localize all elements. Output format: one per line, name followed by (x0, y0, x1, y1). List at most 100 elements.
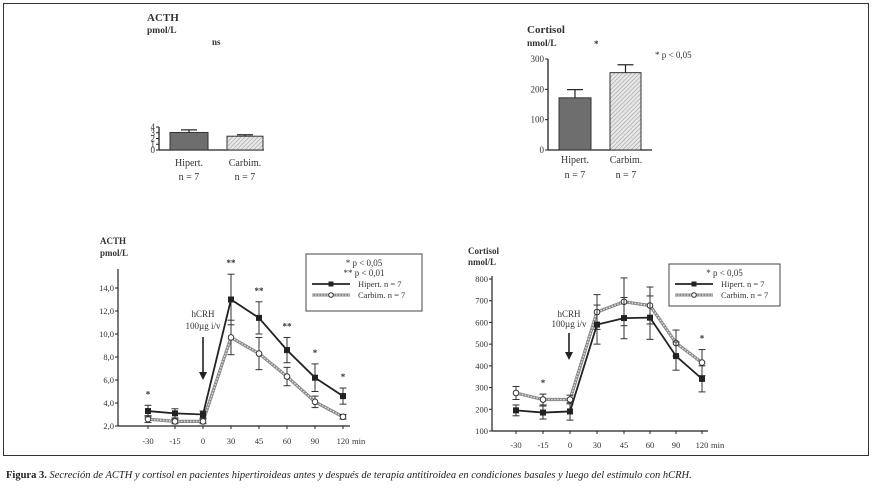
x-tick-label: 45 (620, 440, 629, 450)
x-tick-label: -30 (142, 436, 153, 446)
y-tick-label: 500 (475, 339, 488, 349)
bar-carbim (226, 135, 264, 151)
series-line-hipert (147, 298, 344, 416)
p-value-annotation: * p < 0,05 (655, 50, 692, 60)
x-tick-label: 30 (593, 440, 602, 450)
category-n-label: n = 7 (616, 170, 637, 181)
y-tick-label: 100 (531, 115, 545, 125)
y-axis-unit: nmol/L (527, 39, 557, 49)
y-tick-label: 300 (531, 54, 545, 64)
y-tick-label: 200 (475, 404, 488, 414)
x-tick-label: 0 (201, 436, 205, 446)
significance-star: * (313, 348, 318, 358)
y-tick-label: 3 (151, 128, 156, 138)
series-line-carbim (515, 300, 703, 402)
data-point-hipert (256, 314, 262, 321)
arrow-down-icon (565, 352, 573, 360)
significance-star: ** (255, 286, 265, 296)
x-tick-label: -15 (537, 440, 548, 450)
data-point-carbim (283, 373, 291, 380)
category-label: Hipert. (175, 158, 203, 169)
bar-hipert (558, 97, 592, 151)
y-axis-unit: nmol/L (468, 257, 496, 267)
acth-line-chart: ACTH pmol/L 2,0 4,0 6,0 8,0 10,0 12,0 14,0 -30 -15… (99, 236, 423, 446)
y-tick-label: 1 (151, 139, 156, 149)
legend-box (668, 263, 781, 307)
significance-label: ns (212, 37, 221, 47)
y-tick-label: 300 (475, 383, 488, 393)
cortisol-line-chart: Cortisolnmol/L100200300400500600700800-3… (468, 246, 781, 450)
category-n-label: n = 7 (565, 170, 586, 181)
x-tick-label: 60 (283, 436, 292, 446)
data-point-hipert (340, 393, 346, 400)
category-n-label: n = 7 (235, 172, 256, 183)
data-point-carbim (311, 398, 319, 406)
data-point-hipert (145, 408, 151, 415)
legend-p-value: * p < 0,05 (706, 268, 743, 278)
figure-caption: Figura 3. Secreción de ACTH y cortisol e… (6, 470, 692, 481)
x-tick-label: 120 (696, 440, 709, 450)
data-point-carbim (171, 418, 179, 425)
data-point-carbim (227, 334, 235, 341)
category-label: Hipert. (561, 155, 589, 166)
category-label: Carbim. (610, 155, 643, 166)
x-tick-label: -15 (169, 436, 180, 446)
legend-label-carbim: Carbim. n = 7 (721, 290, 768, 300)
legend-marker-carbim (691, 292, 697, 298)
data-point-hipert (284, 347, 290, 354)
bar-carbim (609, 72, 642, 151)
bar-hipert (169, 131, 209, 151)
legend-label-carbim: Carbim. n = 7 (358, 290, 405, 300)
x-tick-label: 120 (337, 436, 350, 446)
x-tick-label: -30 (510, 440, 521, 450)
hcrh-dose-label: 100µg i/v (186, 321, 221, 331)
significance-star: ** (283, 321, 293, 331)
chart-title: Cortisol (468, 246, 499, 256)
data-point-hipert (540, 409, 546, 416)
data-point-hipert (594, 321, 600, 328)
caption-label: Figura 3. (6, 470, 47, 481)
x-tick-label: 30 (227, 436, 236, 446)
y-tick-label: 400 (475, 361, 488, 371)
significance-star: * (541, 378, 546, 388)
data-point-carbim (698, 359, 706, 366)
legend-box (305, 253, 423, 312)
cortisol-bar-chart: Cortisol nmol/L * * p < 0,05 0 100 200 300 Hiper… (527, 24, 692, 181)
y-axis-unit: pmol/L (147, 26, 177, 36)
y-tick-label: 4,0 (103, 398, 114, 408)
data-point-carbim (199, 418, 207, 425)
x-tick-label: 90 (672, 440, 681, 450)
data-point-hipert (172, 410, 178, 417)
significance-star: * (146, 389, 151, 399)
data-point-hipert (621, 315, 627, 322)
data-point-hipert (567, 408, 573, 415)
data-point-hipert (200, 411, 206, 418)
y-tick-label: 100 (475, 426, 488, 436)
hcrh-label: hCRH (557, 309, 581, 319)
data-point-hipert (228, 296, 234, 303)
legend-p-value: ** p < 0,01 (343, 268, 384, 278)
y-tick-label: 2,0 (103, 421, 114, 431)
legend-label-hipert: Hipert. n = 7 (721, 279, 765, 289)
category-label: Carbim. (229, 158, 262, 169)
y-tick-label: 10,0 (99, 329, 114, 339)
y-tick-label: 700 (475, 296, 488, 306)
data-point-hipert (513, 407, 519, 414)
category-n-label: n = 7 (179, 172, 200, 183)
data-point-carbim (512, 389, 520, 397)
y-tick-label: 200 (531, 84, 545, 94)
y-tick-label: 0 (151, 145, 156, 155)
arrow-down-icon (199, 372, 207, 380)
y-tick-label: 0 (540, 145, 545, 155)
hcrh-dose-label: 100µg i/v (552, 319, 587, 329)
data-point-carbim (566, 396, 574, 403)
legend-marker-hipert (328, 281, 334, 287)
x-axis-label: min (352, 436, 366, 446)
significance-star: * (700, 334, 705, 344)
y-tick-label: 14,0 (99, 283, 114, 293)
series-line-hipert (515, 316, 703, 414)
data-point-carbim (539, 396, 547, 403)
y-tick-label: 12,0 (99, 306, 114, 316)
